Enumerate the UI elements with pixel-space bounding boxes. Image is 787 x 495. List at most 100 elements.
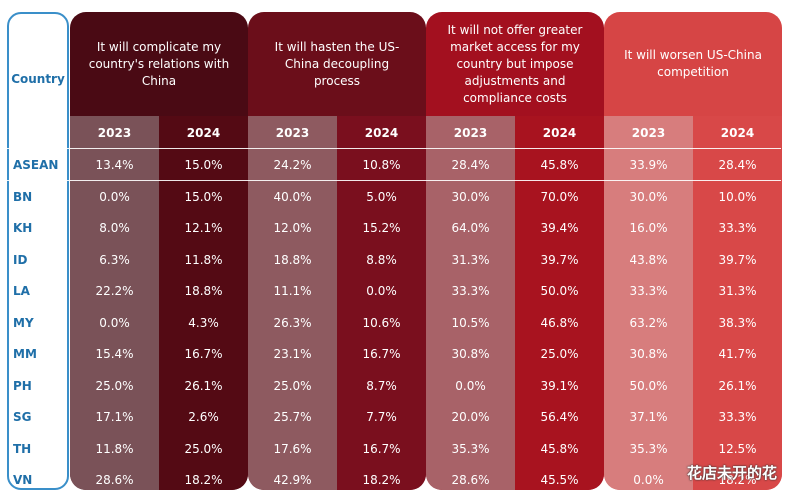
value-cell-la: 33.3% <box>629 284 668 298</box>
value-cell-la: 31.3% <box>718 284 757 298</box>
header-separator <box>7 148 781 149</box>
value-cell-la: 11.1% <box>273 284 312 298</box>
row-label-ph: PH <box>13 378 32 393</box>
year-header: 2024 <box>186 126 221 140</box>
value-cell-mm: 30.8% <box>451 347 490 361</box>
year-column-2023: 2023 33.9% 30.0% 16.0% 43.8% 33.3% 63.2% 30.8% 5… <box>604 116 693 490</box>
value-cell-mm: 30.8% <box>629 347 668 361</box>
value-cell-bn: 40.0% <box>273 189 312 204</box>
value-cell-vn: 45.5% <box>540 473 579 487</box>
value-cell-th: 12.5% <box>718 441 757 456</box>
value-cell-asean: 45.8% <box>540 158 579 172</box>
value-cell-th: 45.8% <box>540 441 579 456</box>
value-cell-kh: 64.0% <box>451 221 490 235</box>
row-label-la: LA <box>13 284 30 298</box>
value-cell-asean: 28.4% <box>718 158 757 172</box>
value-cell-la: 22.2% <box>95 284 134 298</box>
value-cell-my: 4.3% <box>188 315 219 330</box>
question-group-2: It will hasten the US-China decoupling p… <box>248 12 426 490</box>
value-cell-bn: 10.0% <box>718 189 757 204</box>
country-header: Country <box>11 72 65 86</box>
question-title: It will not offer greater market access … <box>447 22 583 105</box>
year-column-2024: 2024 45.8% 70.0% 39.4% 39.7% 50.0% 46.8% 25.0% 3… <box>515 116 604 490</box>
value-cell-bn: 0.0% <box>99 189 130 204</box>
value-cell-la: 18.8% <box>184 284 223 298</box>
row-label-mm: MM <box>13 347 37 361</box>
value-cell-kh: 16.0% <box>629 221 668 235</box>
value-cell-mm: 16.7% <box>362 347 401 361</box>
year-header: 2024 <box>720 126 755 140</box>
value-cell-sg: 17.1% <box>95 410 134 424</box>
value-cell-my: 63.2% <box>629 315 668 330</box>
value-cell-th: 16.7% <box>362 441 401 456</box>
value-cell-ph: 39.1% <box>540 378 579 393</box>
year-column-2024: 2024 15.0% 15.0% 12.1% 11.8% 18.8% 4.3% 16.7% 26… <box>159 116 248 490</box>
year-column-2024: 2024 10.8% 5.0% 15.2% 8.8% 0.0% 10.6% 16.7% 8.7%… <box>337 116 426 490</box>
value-cell-sg: 7.7% <box>366 410 397 424</box>
value-cell-bn: 30.0% <box>629 189 668 204</box>
value-cell-vn: 42.9% <box>273 473 312 487</box>
year-column-2023: 2023 28.4% 30.0% 64.0% 31.3% 33.3% 10.5% 30.8% 0… <box>426 116 515 490</box>
value-cell-kh: 8.0% <box>99 221 130 235</box>
value-cell-th: 11.8% <box>95 441 134 456</box>
watermark: 花店未开的花 <box>686 464 777 482</box>
year-header: 2023 <box>97 126 132 140</box>
row-label-th: TH <box>13 441 32 456</box>
value-cell-vn: 18.2% <box>362 473 401 487</box>
value-cell-id: 11.8% <box>184 252 223 267</box>
value-cell-vn: 18.2% <box>184 473 223 487</box>
value-cell-asean: 10.8% <box>362 158 401 172</box>
row-label-id: ID <box>13 252 28 267</box>
value-cell-la: 50.0% <box>540 284 579 298</box>
value-cell-mm: 15.4% <box>95 347 134 361</box>
value-cell-ph: 50.0% <box>629 378 668 393</box>
value-cell-id: 8.8% <box>366 252 397 267</box>
value-cell-ph: 0.0% <box>455 378 486 393</box>
value-cell-th: 25.0% <box>184 441 223 456</box>
value-cell-my: 10.6% <box>362 315 401 330</box>
value-cell-asean: 28.4% <box>451 158 490 172</box>
question-title: It will worsen US-China competition <box>624 48 762 79</box>
question-title: It will complicate my country's relation… <box>88 39 230 88</box>
value-cell-kh: 15.2% <box>362 221 401 235</box>
value-cell-mm: 25.0% <box>540 347 579 361</box>
value-cell-bn: 70.0% <box>540 189 579 204</box>
value-cell-kh: 12.0% <box>273 221 312 235</box>
country-column-frame <box>7 12 69 490</box>
value-cell-id: 43.8% <box>629 252 668 267</box>
value-cell-vn: 28.6% <box>451 473 490 487</box>
value-cell-sg: 2.6% <box>188 410 219 424</box>
value-cell-sg: 25.7% <box>273 410 312 424</box>
value-cell-my: 38.3% <box>718 315 757 330</box>
value-cell-bn: 15.0% <box>184 189 223 204</box>
value-cell-my: 10.5% <box>451 315 490 330</box>
row-label-vn: VN <box>13 473 33 487</box>
value-cell-my: 26.3% <box>273 315 312 330</box>
question-title: It will hasten the US-China decoupling p… <box>274 39 400 88</box>
year-header: 2023 <box>631 126 666 140</box>
question-group-1: It will complicate my country's relation… <box>70 12 248 490</box>
value-cell-ph: 25.0% <box>95 378 134 393</box>
question-group-4: It will worsen US-China competition 2023 3… <box>604 12 782 490</box>
value-cell-sg: 33.3% <box>718 410 757 424</box>
value-cell-sg: 20.0% <box>451 410 490 424</box>
value-cell-mm: 23.1% <box>273 347 312 361</box>
value-cell-my: 46.8% <box>540 315 579 330</box>
value-cell-kh: 12.1% <box>184 221 223 235</box>
value-cell-id: 31.3% <box>451 252 490 267</box>
value-cell-vn: 28.6% <box>95 473 134 487</box>
value-cell-sg: 37.1% <box>629 410 668 424</box>
value-cell-asean: 33.9% <box>629 158 668 172</box>
year-header: 2023 <box>453 126 488 140</box>
row-label-asean: ASEAN <box>13 158 59 172</box>
year-header: 2024 <box>542 126 577 140</box>
value-cell-ph: 8.7% <box>366 378 397 393</box>
value-cell-ph: 26.1% <box>718 378 757 393</box>
value-cell-bn: 30.0% <box>451 189 490 204</box>
value-cell-th: 35.3% <box>451 441 490 456</box>
value-cell-la: 33.3% <box>451 284 490 298</box>
question-group-3: It will not offer greater market access … <box>426 12 604 490</box>
row-label-kh: KH <box>13 221 33 235</box>
value-cell-id: 39.7% <box>540 252 579 267</box>
value-cell-id: 18.8% <box>273 252 312 267</box>
